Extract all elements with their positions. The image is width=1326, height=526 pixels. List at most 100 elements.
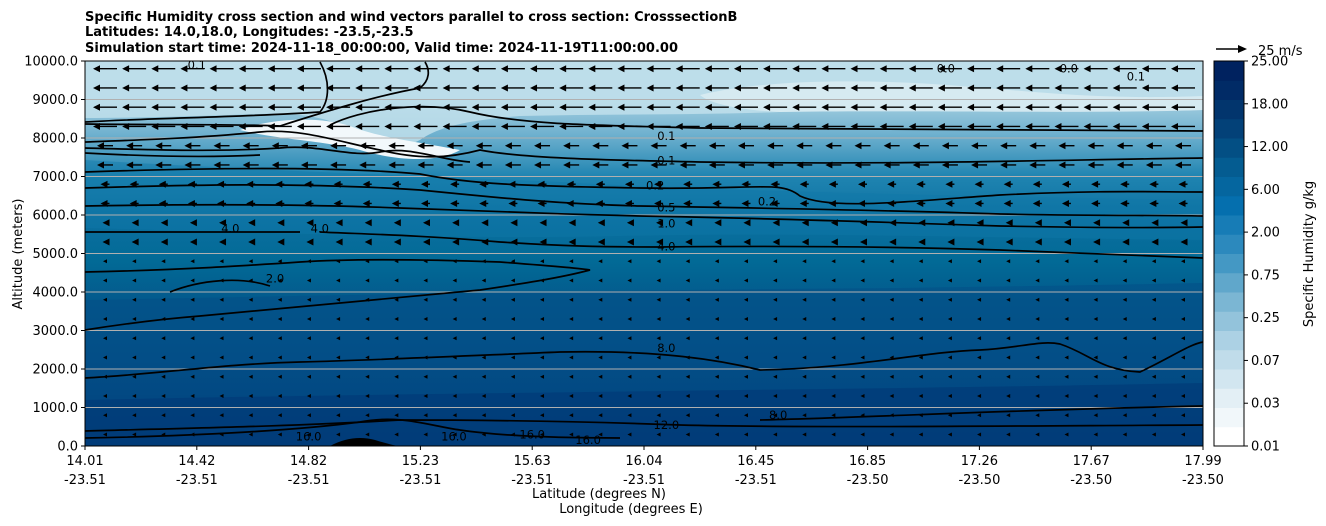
wind-vector <box>918 393 923 398</box>
wind-vector <box>423 432 428 437</box>
wind-vector <box>306 259 311 264</box>
colorbar-segment <box>1214 99 1244 120</box>
wind-vector <box>365 278 370 283</box>
wind-vector <box>1093 278 1098 283</box>
wind-vector <box>802 316 807 321</box>
wind-vector <box>656 374 661 379</box>
wind-vector <box>1151 259 1156 264</box>
moist-band-surface <box>85 383 1203 446</box>
wind-vector <box>1006 259 1011 264</box>
wind-vector <box>656 336 661 341</box>
wind-vector <box>219 336 224 341</box>
wind-vector <box>1145 142 1153 150</box>
wind-vector <box>475 142 483 150</box>
wind-vector <box>246 180 254 188</box>
wind-vectors <box>93 65 1195 437</box>
wind-vector <box>825 161 833 169</box>
wind-vector <box>1006 374 1011 379</box>
wind-vector <box>510 316 515 321</box>
wind-vector <box>825 142 833 150</box>
wind-vector <box>850 65 858 73</box>
wind-vector <box>831 432 836 437</box>
wind-vector <box>860 355 865 360</box>
wind-vector <box>887 199 895 207</box>
wind-vector <box>626 238 634 246</box>
wind-vector <box>714 278 719 283</box>
wind-vector <box>799 199 807 207</box>
y-tick-label: 4000.0 <box>33 286 79 301</box>
wind-vector <box>122 84 130 92</box>
colorbar-tick-label: 0.75 <box>1251 268 1280 283</box>
wind-vector <box>452 297 457 302</box>
wind-vector <box>858 199 866 207</box>
colorbar-segment <box>1214 426 1244 447</box>
wind-vector <box>452 413 457 418</box>
wind-vector <box>1054 122 1062 130</box>
wind-vector <box>1175 161 1182 169</box>
colorbar-segment <box>1214 118 1244 139</box>
wind-vector <box>481 238 489 246</box>
wind-vector <box>714 238 722 246</box>
wind-vector <box>417 161 425 169</box>
wind-vector <box>530 103 538 111</box>
wind-vector <box>1112 122 1120 130</box>
wind-vector <box>656 297 661 302</box>
wind-vector <box>773 355 778 360</box>
x-tick-label-lon: -23.51 <box>511 473 553 488</box>
wind-vector <box>151 103 159 111</box>
wind-vector <box>190 297 195 302</box>
wind-vector <box>656 393 661 398</box>
wind-vector <box>384 65 392 73</box>
wind-vector <box>508 199 516 207</box>
wind-vector <box>733 103 741 111</box>
wind-vector <box>1063 219 1071 227</box>
wind-vector <box>504 142 512 150</box>
wind-vector <box>422 238 430 246</box>
wind-vector <box>1035 355 1040 360</box>
wind-vector <box>889 393 894 398</box>
colorbar-segment <box>1214 330 1244 351</box>
wind-vector <box>540 393 545 398</box>
wind-vector <box>190 336 195 341</box>
wind-vector <box>355 103 363 111</box>
wind-vector <box>540 297 545 302</box>
wind-vector <box>248 413 253 418</box>
wind-vector <box>908 122 916 130</box>
contour-line-2.0 <box>84 258 591 331</box>
wind-vector <box>597 219 605 227</box>
wind-vector <box>442 84 450 92</box>
x-tick-label-lon: -23.50 <box>1182 473 1224 488</box>
quiver-key-label: 25 m/s <box>1258 44 1303 59</box>
wind-vector <box>598 413 603 418</box>
contour-line-0.1-d <box>84 146 471 163</box>
wind-vector <box>238 103 246 111</box>
wind-vector <box>646 84 654 92</box>
wind-vector <box>1058 161 1066 169</box>
wind-vector <box>1054 84 1062 92</box>
wind-vector <box>1005 219 1013 227</box>
wind-vector <box>683 199 691 207</box>
wind-vector <box>442 122 450 130</box>
wind-vector <box>423 336 428 341</box>
wind-vector <box>481 393 486 398</box>
wind-vector <box>1122 259 1127 264</box>
wind-vector <box>828 180 836 188</box>
wind-vector <box>267 65 275 73</box>
wind-vector <box>1122 278 1127 283</box>
wind-vector <box>97 142 104 150</box>
wind-vector <box>977 316 982 321</box>
x-tick-label-lat: 14.01 <box>66 454 103 469</box>
wind-vector <box>569 355 574 360</box>
wind-vector <box>394 316 399 321</box>
wind-vector <box>1151 355 1156 360</box>
wind-vector <box>184 161 192 169</box>
x-tick-label-lat: 16.04 <box>625 454 662 469</box>
wind-vector <box>452 393 457 398</box>
wind-vector <box>646 122 654 130</box>
wind-vector <box>627 259 632 264</box>
wind-vector <box>1180 219 1188 227</box>
wind-vector <box>1171 84 1178 92</box>
wind-vector <box>359 142 367 150</box>
wind-vector <box>1035 259 1040 264</box>
wind-vector <box>912 142 920 150</box>
